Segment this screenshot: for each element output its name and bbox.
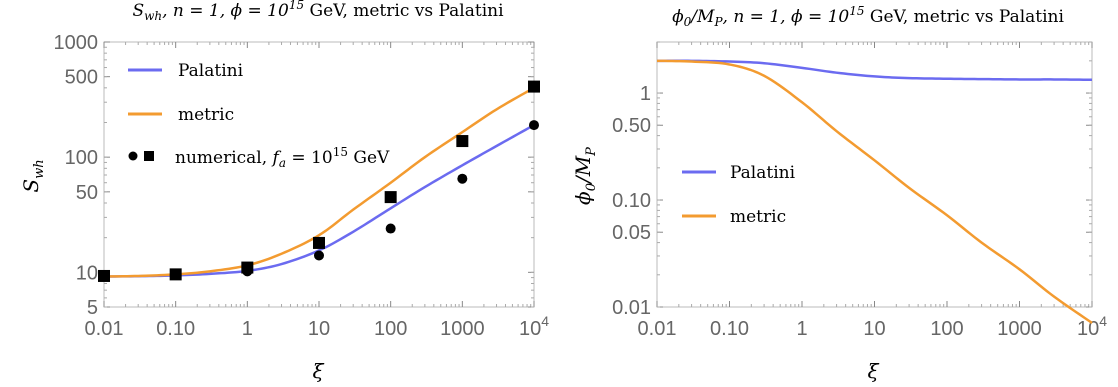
- left-data-points: [98, 80, 540, 282]
- right-chart-title: ϕ0/MP, n = 1, ϕ = 1015 GeV, metric vs Pa…: [672, 4, 1064, 29]
- left-square-point: [241, 261, 254, 274]
- left-chart: Swh, n = 1, ϕ = 1015 GeV, metric vs Pala…: [19, 0, 549, 383]
- left-circle-point: [314, 250, 324, 261]
- left-square-point: [528, 80, 540, 93]
- left-axis-ticks: 0.01 0.10 1 10 100 1000 104 5 10 50 100 500 1000: [54, 32, 550, 340]
- legend-circle-marker: [128, 151, 138, 161]
- left-xtick-label: 1000: [440, 318, 485, 340]
- left-square-point: [456, 135, 469, 148]
- right-series-lines: [656, 59, 1093, 324]
- right-ylabel: ϕ0/MP: [571, 147, 599, 205]
- legend-numerical-label: numerical, fa = 1015 GeV: [175, 145, 390, 170]
- left-ytick-label: 1000: [54, 32, 99, 54]
- right-legend: Palatini metric: [682, 163, 796, 227]
- right-xtick-label: 100: [930, 318, 963, 340]
- left-chart-title: Swh, n = 1, ϕ = 1015 GeV, metric vs Pala…: [132, 0, 504, 23]
- right-xtick-label: 104: [1077, 313, 1107, 340]
- right-ytick-label: 0.05: [612, 222, 651, 244]
- left-circle-point: [529, 120, 539, 131]
- left-square-point: [384, 191, 397, 204]
- right-xtick-label: 1: [796, 318, 807, 340]
- left-ytick-label: 10: [76, 262, 98, 284]
- left-ytick-label: 100: [65, 147, 98, 169]
- right-chart: ϕ0/MP, n = 1, ϕ = 1015 GeV, metric vs Pa…: [571, 4, 1107, 383]
- right-axis-ticks: 0.01 0.10 1 10 100 1000 104 0.01 0.05 0.10 0.50 1: [612, 41, 1107, 340]
- left-ylabel: Swh: [19, 159, 47, 192]
- left-xtick-label: 100: [374, 318, 407, 340]
- right-plot-frame: [656, 41, 1093, 308]
- legend-metric-label: metric: [178, 105, 234, 125]
- left-legend: Palatini metric numerical, fa = 1015 GeV: [128, 61, 390, 170]
- left-xtick-label: 0.01: [85, 318, 124, 340]
- left-circle-point: [457, 173, 468, 184]
- legend-square-marker: [144, 151, 154, 161]
- left-ytick-label: 500: [65, 67, 98, 89]
- left-ytick-label: 5: [87, 297, 98, 319]
- left-xlabel: ξ: [312, 359, 324, 383]
- right-xtick-label: 10: [863, 318, 885, 340]
- left-xtick-label: 1: [242, 318, 253, 340]
- legend-right-palatini-label: Palatini: [730, 163, 796, 183]
- right-xlabel: ξ: [867, 359, 879, 383]
- left-xtick-label: 10: [308, 318, 330, 340]
- left-square-point: [313, 236, 325, 249]
- right-series-palatini-line: [656, 59, 1093, 82]
- legend-palatini-label: Palatini: [178, 61, 244, 81]
- legend-right-metric-label: metric: [730, 207, 786, 227]
- right-ytick-label: 1: [640, 83, 651, 105]
- right-xtick-label: 0.10: [710, 318, 749, 340]
- right-ytick-label: 0.10: [612, 190, 651, 212]
- right-series-metric-line: [656, 59, 1093, 324]
- left-plot-frame: [103, 41, 535, 308]
- right-ytick-label: 0.50: [612, 115, 651, 137]
- left-circle-point: [385, 223, 396, 234]
- right-ytick-label: 0.01: [612, 297, 651, 319]
- left-square-point: [98, 269, 110, 282]
- right-xtick-label: 1000: [997, 318, 1042, 340]
- left-square-point: [169, 268, 182, 281]
- left-ytick-label: 50: [76, 182, 98, 204]
- left-xtick-label: 104: [519, 313, 549, 340]
- right-xtick-label: 0.01: [638, 318, 677, 340]
- left-xtick-label: 0.10: [156, 318, 195, 340]
